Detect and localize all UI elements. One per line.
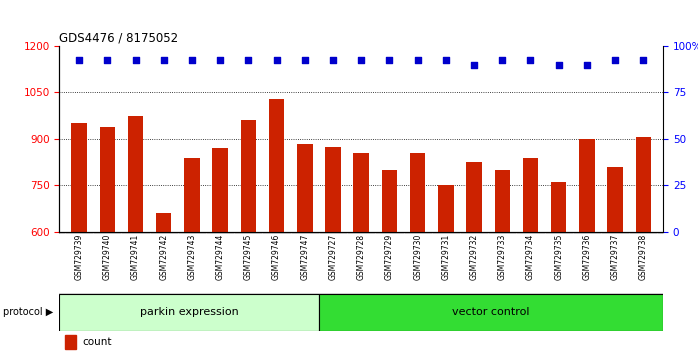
Point: [497, 57, 508, 63]
Bar: [325, 147, 341, 232]
Text: GSM729737: GSM729737: [611, 234, 620, 280]
Text: GSM729731: GSM729731: [441, 234, 450, 280]
Bar: [184, 158, 200, 232]
Bar: [607, 167, 623, 232]
Text: GSM729747: GSM729747: [300, 234, 309, 280]
Bar: [71, 124, 87, 232]
Text: GSM729745: GSM729745: [244, 234, 253, 280]
Point: [638, 57, 649, 63]
Text: GSM729741: GSM729741: [131, 234, 140, 280]
Text: GSM729744: GSM729744: [216, 234, 225, 280]
Point: [468, 62, 480, 67]
Text: GSM729735: GSM729735: [554, 234, 563, 280]
Text: GSM729736: GSM729736: [582, 234, 591, 280]
Text: count: count: [82, 337, 112, 347]
Bar: [59, 294, 319, 331]
Point: [130, 57, 141, 63]
Text: GSM729743: GSM729743: [188, 234, 196, 280]
Bar: [319, 294, 663, 331]
Bar: [269, 99, 284, 232]
Point: [158, 57, 170, 63]
Bar: [100, 126, 115, 232]
Text: GSM729738: GSM729738: [639, 234, 648, 280]
Point: [299, 57, 311, 63]
Bar: [551, 182, 567, 232]
Point: [553, 62, 564, 67]
Bar: [241, 120, 256, 232]
Point: [327, 57, 339, 63]
Point: [525, 57, 536, 63]
Point: [384, 57, 395, 63]
Text: GSM729730: GSM729730: [413, 234, 422, 280]
Bar: [636, 137, 651, 232]
Bar: [523, 158, 538, 232]
Bar: [353, 153, 369, 232]
Bar: [494, 170, 510, 232]
Point: [440, 57, 452, 63]
Bar: [128, 116, 143, 232]
Bar: [66, 335, 76, 349]
Text: GSM729740: GSM729740: [103, 234, 112, 280]
Bar: [156, 213, 172, 232]
Text: GSM729729: GSM729729: [385, 234, 394, 280]
Bar: [297, 144, 313, 232]
Bar: [212, 148, 228, 232]
Text: parkin expression: parkin expression: [140, 307, 239, 318]
Text: GSM729734: GSM729734: [526, 234, 535, 280]
Point: [271, 57, 282, 63]
Text: GSM729739: GSM729739: [75, 234, 84, 280]
Point: [609, 57, 621, 63]
Text: GSM729742: GSM729742: [159, 234, 168, 280]
Text: GSM729728: GSM729728: [357, 234, 366, 280]
Bar: [579, 139, 595, 232]
Point: [581, 62, 593, 67]
Text: GDS4476 / 8175052: GDS4476 / 8175052: [59, 32, 179, 45]
Text: protocol ▶: protocol ▶: [3, 307, 54, 318]
Point: [102, 57, 113, 63]
Point: [186, 57, 198, 63]
Point: [412, 57, 423, 63]
Bar: [382, 170, 397, 232]
Point: [214, 57, 225, 63]
Point: [243, 57, 254, 63]
Bar: [466, 162, 482, 232]
Text: GSM729727: GSM729727: [329, 234, 338, 280]
Text: GSM729733: GSM729733: [498, 234, 507, 280]
Text: vector control: vector control: [452, 307, 530, 318]
Bar: [438, 185, 454, 232]
Point: [356, 57, 367, 63]
Text: GSM729746: GSM729746: [272, 234, 281, 280]
Bar: [410, 153, 425, 232]
Text: GSM729732: GSM729732: [470, 234, 479, 280]
Point: [73, 57, 84, 63]
